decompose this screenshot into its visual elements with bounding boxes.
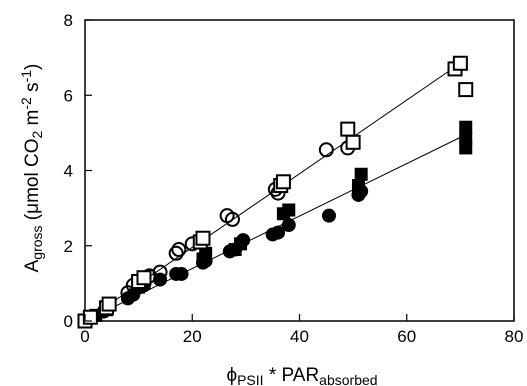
- y-label-part4: ): [22, 64, 43, 70]
- x-axis-label: ϕPSII * PARabsorbed: [226, 365, 377, 386]
- filled-square-point: [459, 120, 473, 134]
- y-tick-label: 0: [64, 312, 73, 331]
- open-square-point: [136, 270, 152, 286]
- filled-square-point: [354, 167, 368, 181]
- x-tick-label: 60: [397, 327, 416, 346]
- y-axis-ticks: 0 2 4 6 8: [64, 11, 92, 331]
- open-circle-point: [224, 211, 240, 227]
- open-square-point: [275, 174, 291, 190]
- open-square-point: [340, 121, 356, 137]
- y-tick-label: 6: [64, 86, 73, 105]
- open-circle-point: [120, 285, 136, 301]
- y-tick-label: 2: [64, 237, 73, 256]
- open-square-point: [458, 82, 474, 98]
- open-square-point: [452, 55, 468, 71]
- y-label-a-sub: gross: [29, 225, 45, 259]
- filled-square-point: [351, 179, 365, 193]
- x-label-mid: * PAR: [264, 365, 320, 386]
- open-square-point: [82, 309, 98, 325]
- y-label-exp1: -2: [18, 97, 34, 110]
- open-square-point: [101, 296, 117, 312]
- x-axis-ticks: 0 20 40 60 80: [80, 314, 523, 346]
- y-tick-label: 8: [64, 11, 73, 30]
- x-tick-label: 20: [183, 327, 202, 346]
- x-label-par-sub: absorbed: [319, 372, 377, 386]
- filled-square-point: [234, 237, 248, 251]
- y-label-part3: s: [22, 82, 43, 97]
- y-label-part2: m: [22, 110, 43, 131]
- x-tick-label: 80: [505, 327, 524, 346]
- data-markers: [77, 55, 474, 329]
- x-tick-label: 40: [290, 327, 309, 346]
- open-circle-point: [318, 142, 334, 158]
- filled-circle-point: [174, 266, 189, 281]
- x-label-phi-sub: PSII: [237, 372, 263, 386]
- x-label-phi: ϕ: [226, 365, 237, 386]
- open-circle-point: [171, 242, 187, 258]
- filled-circle-point: [281, 218, 296, 233]
- open-square-point: [195, 230, 211, 246]
- filled-circle-point: [321, 208, 336, 223]
- open-circle-point: [168, 245, 184, 261]
- y-label-part1: (μmol CO: [22, 139, 43, 226]
- y-tick-label: 4: [64, 162, 73, 181]
- filled-square-point: [199, 246, 213, 260]
- filled-square-point: [459, 141, 473, 155]
- y-label-co2-sub: 2: [29, 131, 45, 139]
- y-label-a: A: [22, 259, 43, 272]
- open-circle-point: [152, 264, 168, 280]
- y-axis-label: Agross (μmol CO2 m-2 s-1): [18, 64, 45, 273]
- open-square-point: [345, 134, 361, 150]
- x-tick-label: 0: [80, 327, 89, 346]
- filled-square-point: [282, 203, 296, 217]
- filled-circle-point: [271, 225, 286, 240]
- y-label-exp2: -1: [18, 70, 34, 83]
